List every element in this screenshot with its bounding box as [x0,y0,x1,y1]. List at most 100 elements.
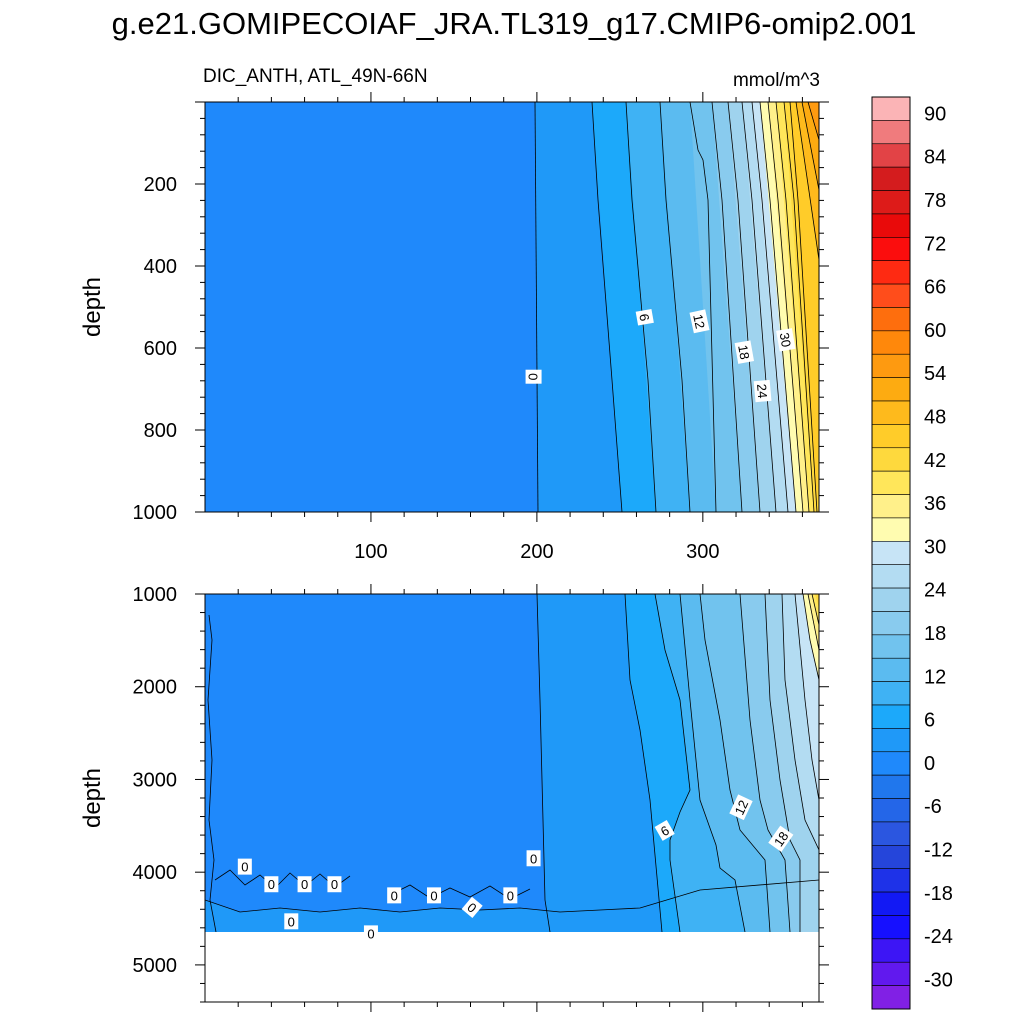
colorbar-tick-label: 36 [924,493,946,515]
lower-contour-fills [205,594,819,932]
lower-y-tick-label: 2000 [133,677,178,699]
colorbar-swatch [871,307,911,332]
svg-text:0: 0 [301,877,308,892]
upper-contour-label: 30 [776,328,796,352]
colorbar-swatch [871,424,911,449]
lower-y-tick-label: 4000 [133,862,178,884]
colorbar-swatch [871,634,911,659]
svg-text:0: 0 [241,860,248,875]
colorbar-swatch [871,798,911,823]
upper-y-axis-label: depth [79,277,106,337]
svg-text:0: 0 [507,888,514,903]
upper-contour-labels: 0 6 12 18 24 30 [525,308,796,403]
colorbar-tick-label: 90 [924,103,946,125]
upper-x-tick-label: 200 [520,541,553,563]
svg-text:18: 18 [735,344,752,361]
colorbar-swatch [871,704,911,729]
colorbar-swatch [871,330,911,355]
colorbar-swatch [871,260,911,285]
svg-text:12: 12 [732,798,752,817]
colorbar-tick-label: 60 [924,320,946,342]
colorbar-tick-label: 48 [924,407,946,429]
svg-text:18: 18 [771,829,792,849]
lower-y-tick-label: 5000 [133,955,178,977]
svg-text:0: 0 [530,851,537,866]
upper-contour-label: 6 [635,308,654,326]
colorbar-swatch [871,447,911,472]
lower-contour-label: 0 [327,876,342,893]
colorbar-frame [871,96,911,1010]
colorbar-tick-label: 66 [924,277,946,299]
colorbar-tick-label: 18 [924,623,946,645]
colorbar-tick-label: -6 [924,796,942,818]
colorbar-swatch [871,541,911,565]
upper-contour-fills [205,102,819,512]
upper-contour-lines [534,102,819,512]
lower-contour-label: 0 [297,876,312,893]
upper-contour-label: 24 [753,379,772,403]
lower-contour-lines [205,594,819,932]
colorbar-swatch [871,845,911,869]
upper-x-tick-label: 300 [686,541,719,563]
colorbar: 908478726660544842363024181260-6-12-18-2… [871,96,953,1010]
lower-y-tick-label: 1000 [133,584,178,606]
colorbar-swatch [871,681,911,706]
lower-axes: 1000 2000 3000 4000 5000 [133,584,829,1012]
colorbar-swatch [871,283,911,308]
upper-contour-label: 12 [689,309,710,334]
lower-y-tick-label: 3000 [133,769,178,791]
svg-text:12: 12 [690,313,708,330]
colorbar-tick-label: 54 [924,363,946,385]
svg-text:0: 0 [526,373,541,380]
colorbar-swatch [871,564,911,589]
upper-x-tick-label: 100 [354,541,387,563]
colorbar-swatch [871,120,911,145]
upper-y-tick-label: 600 [144,338,177,360]
upper-plot-frame [204,101,820,513]
svg-text:6: 6 [636,312,652,322]
colorbar-tick-label: 78 [924,190,946,212]
colorbar-swatch [871,751,911,776]
colorbar-swatch [871,915,911,940]
lower-contour-label: 0 [237,858,252,875]
colorbar-swatch [871,657,911,682]
colorbar-swatch [871,166,911,191]
colorbar-tick-label: 42 [924,450,946,472]
lower-contour-label: 0 [264,876,279,893]
svg-text:0: 0 [288,914,295,929]
colorbar-tick-label: 6 [924,710,935,732]
colorbar-swatch [871,96,911,121]
svg-text:0: 0 [430,888,437,903]
colorbar-tick-label: 12 [924,666,946,688]
colorbar-swatch [871,237,911,261]
lower-contour-label: 0 [427,887,442,904]
colorbar-tick-label: -12 [924,840,953,862]
colorbar-swatch [871,190,911,215]
colorbar-swatch [871,821,911,846]
colorbar-swatch [871,353,911,378]
upper-contour-panel: 100 200 300 200 400 600 800 1000 0 6 12 18 24 30 [133,92,829,563]
colorbar-tick-label: -18 [924,883,953,905]
svg-text:0: 0 [268,877,275,892]
upper-contour-label: 0 [525,369,542,384]
colorbar-swatch [871,611,911,636]
lower-contour-label: 0 [526,850,541,867]
colorbar-swatch [871,587,911,612]
lower-contour-label: 0 [461,896,483,919]
lower-contour-label: 6 [654,820,675,841]
lower-contour-labels: 0 6 12 18 0 0 0 0 0 0 0 0 0 0 [237,794,794,942]
colorbar-swatch [871,400,911,425]
upper-contour-label: 18 [734,340,755,364]
svg-text:24: 24 [754,383,770,399]
upper-y-tick-label: 400 [144,256,177,278]
colorbar-tick-label: -30 [924,969,953,991]
colorbar-swatch [871,143,911,168]
svg-text:0: 0 [331,877,338,892]
colorbar-swatch [871,517,911,542]
upper-y-tick-label: 1000 [133,502,178,524]
colorbar-swatch [871,985,911,1010]
units-label: mmol/m^3 [733,70,820,91]
colorbar-swatch [871,961,911,986]
